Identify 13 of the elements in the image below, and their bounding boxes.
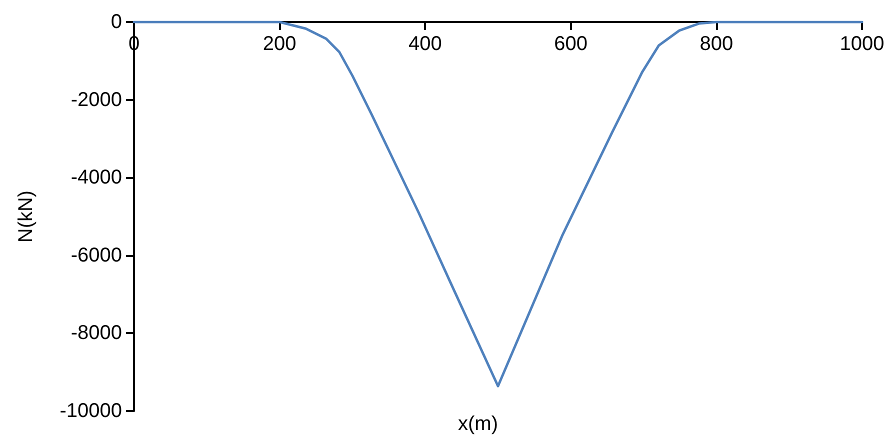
y-tick-label: -8000: [70, 322, 122, 344]
y-tick-label: -10000: [60, 400, 122, 422]
x-tick-label: 800: [700, 33, 734, 55]
y-tick-label: -2000: [70, 88, 122, 111]
x-axis-title: x(m): [458, 413, 498, 435]
x-tick-label: 1000: [840, 33, 884, 55]
y-tick-label: 0: [110, 11, 122, 33]
y-tick-label: -4000: [70, 166, 122, 189]
x-tick-label: 400: [408, 33, 442, 55]
x-tick-label: 200: [262, 33, 296, 55]
x-tick-label: 600: [554, 33, 588, 55]
y-axis-title: N(kN): [15, 190, 37, 243]
y-tick-label: -6000: [70, 244, 122, 266]
